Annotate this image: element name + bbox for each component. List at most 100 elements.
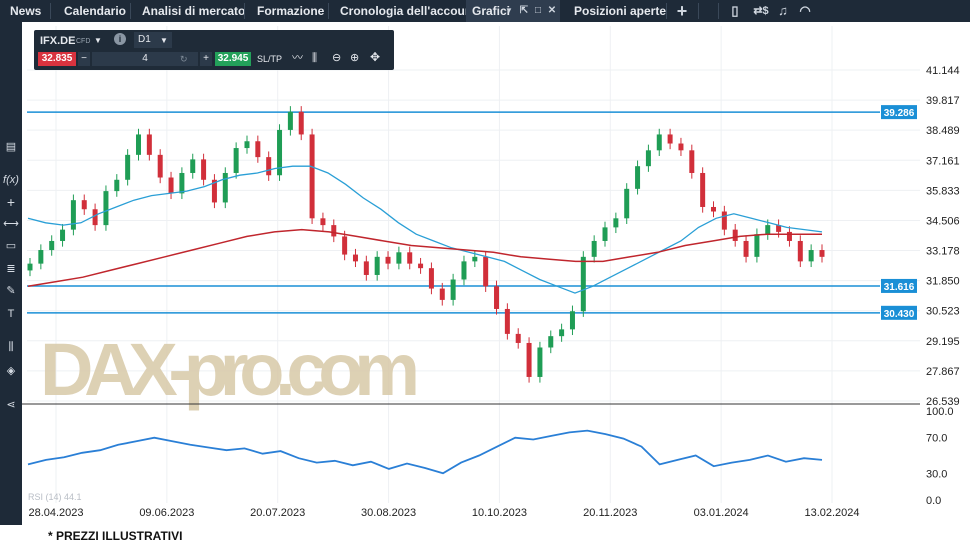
level-price-label: 39.286 [884,108,915,119]
candle-body [613,218,619,228]
tab-divider [244,3,245,19]
tab-divider [718,3,719,19]
level-price-tag [881,105,917,120]
price-tick-label: 33.178 [926,246,960,258]
candle-body [92,209,98,226]
candle-body [70,200,76,230]
text-icon[interactable]: T [7,308,15,320]
candle-body [754,234,760,257]
time-axis[interactable]: 28.04.2023 09.06.2023 20.07.2023 30.08.2023… [28,507,859,519]
info-icon[interactable]: i [114,33,126,45]
tab-grafici[interactable]: Grafici ▼ ⇱ □ ✕ [466,0,560,22]
price-tick-label: 41.144 [926,65,960,77]
bell-icon[interactable]: ♫ [778,3,788,18]
currency-icon[interactable]: ⇄$ [753,5,769,17]
tab-posizioni-aperte[interactable]: Posizioni aperte [574,4,667,18]
price-tick-label: 29.195 [926,336,960,348]
candle-body [494,286,500,309]
line-icon[interactable]: ⟷ [3,218,19,230]
candle-body [222,172,228,203]
candle-body [287,111,293,130]
candle-body [548,336,554,348]
chevron-down-icon[interactable]: ▼ [505,6,513,15]
tab-formazione[interactable]: Formazione [257,4,325,18]
candle-body [374,256,380,275]
candle-body [635,166,641,189]
chart-type-icon[interactable]: ▤ [5,141,17,153]
candle-body [157,154,163,178]
horizontal-levels: 39.286 31.616 30.430 [27,105,917,320]
candle-body [211,179,217,203]
price-tick-label: 30.523 [926,306,960,318]
line-chart-icon[interactable]: 〰 [292,52,303,64]
candle-body [645,150,651,167]
wifi-icon: ◠ [799,3,811,18]
candle-body [504,308,510,334]
candle-body [732,229,738,241]
date-tick-label: 20.11.2023 [583,507,637,519]
candle-body [656,134,662,151]
level-price-label: 31.616 [884,282,915,293]
crosshair-icon[interactable]: + [6,194,16,210]
zoom-out-icon[interactable]: ⊖ [332,52,342,64]
close-icon[interactable]: ✕ [547,5,557,16]
tab-news[interactable]: News [10,4,42,18]
rsi-tick-label: 30.0 [926,468,947,480]
function-icon[interactable]: f(x) [3,174,19,186]
candle-body [797,240,803,262]
indicators-icon[interactable]: ⫼ [8,341,14,353]
tab-cronologia-account[interactable]: Cronologia dell'account [340,4,477,18]
chart-grid [27,26,920,503]
price-axis[interactable]: 41.144 39.817 38.489 37.161 35.833 34.506 33.1… [926,65,960,408]
symbol-type: CFD [76,38,91,45]
layout-icon[interactable]: ▯ [731,3,739,18]
candle-body [342,236,348,255]
rsi-axis[interactable]: 100.0 70.0 30.0 0.0 [926,406,954,507]
candle-body [396,252,402,264]
tab-divider [666,3,667,19]
tab-divider [328,3,329,19]
plus-icon[interactable]: + [676,1,688,21]
quantity-minus-button[interactable]: − [78,52,90,66]
price-tick-label: 34.506 [926,215,960,227]
reset-icon[interactable]: ↻ [180,54,188,64]
buy-price-button[interactable]: 32.945 [215,52,251,66]
timeframe-select[interactable]: D1 [134,32,172,48]
quantity-plus-button[interactable]: + [200,52,212,66]
candle-body [483,256,489,287]
quantity-input[interactable]: 4 [92,52,198,66]
candle-body [786,231,792,241]
candle-body [700,172,706,207]
candles [27,106,825,383]
date-tick-label: 10.10.2023 [472,507,527,519]
popout-icon[interactable]: ⇱ [519,5,529,16]
layers-icon[interactable]: ◈ [6,365,16,377]
candle-body [450,279,456,300]
price-chart[interactable]: DAX-pro.com 39.286 31.616 30.430 RSI (14) … [22,22,970,525]
move-icon[interactable]: ✥ [370,50,381,64]
sell-price-button[interactable]: 32.835 [38,52,76,66]
candle-body [765,225,771,235]
fibonacci-icon[interactable]: ≣ [6,263,16,275]
share-icon[interactable]: ⋖ [6,399,16,411]
symbol-dropdown-chevron-icon[interactable]: ▼ [94,36,102,45]
symbol-name[interactable]: IFX.DE [40,35,76,47]
zoom-in-icon[interactable]: ⊕ [350,52,360,64]
candle-body [331,225,337,237]
candle-body [103,191,109,226]
candle-body [580,256,586,312]
timeframe-chevron-icon[interactable]: ▼ [160,36,168,45]
maximize-icon[interactable]: □ [534,5,542,16]
price-tick-label: 39.817 [926,95,960,107]
brush-icon[interactable]: ✎ [6,285,16,297]
date-tick-label: 09.06.2023 [139,507,194,519]
candle-chart-icon[interactable]: ⫼ [312,52,318,64]
candle-body [407,252,413,264]
candle-body [472,256,478,262]
sltp-button[interactable]: SL/TP [257,54,283,64]
tab-grafici-label: Grafici [472,4,511,18]
tab-analisi-di-mercato[interactable]: Analisi di mercato [142,4,246,18]
tab-calendario[interactable]: Calendario [64,4,127,18]
tab-divider [698,3,699,19]
rectangle-icon[interactable]: ▭ [5,240,17,252]
